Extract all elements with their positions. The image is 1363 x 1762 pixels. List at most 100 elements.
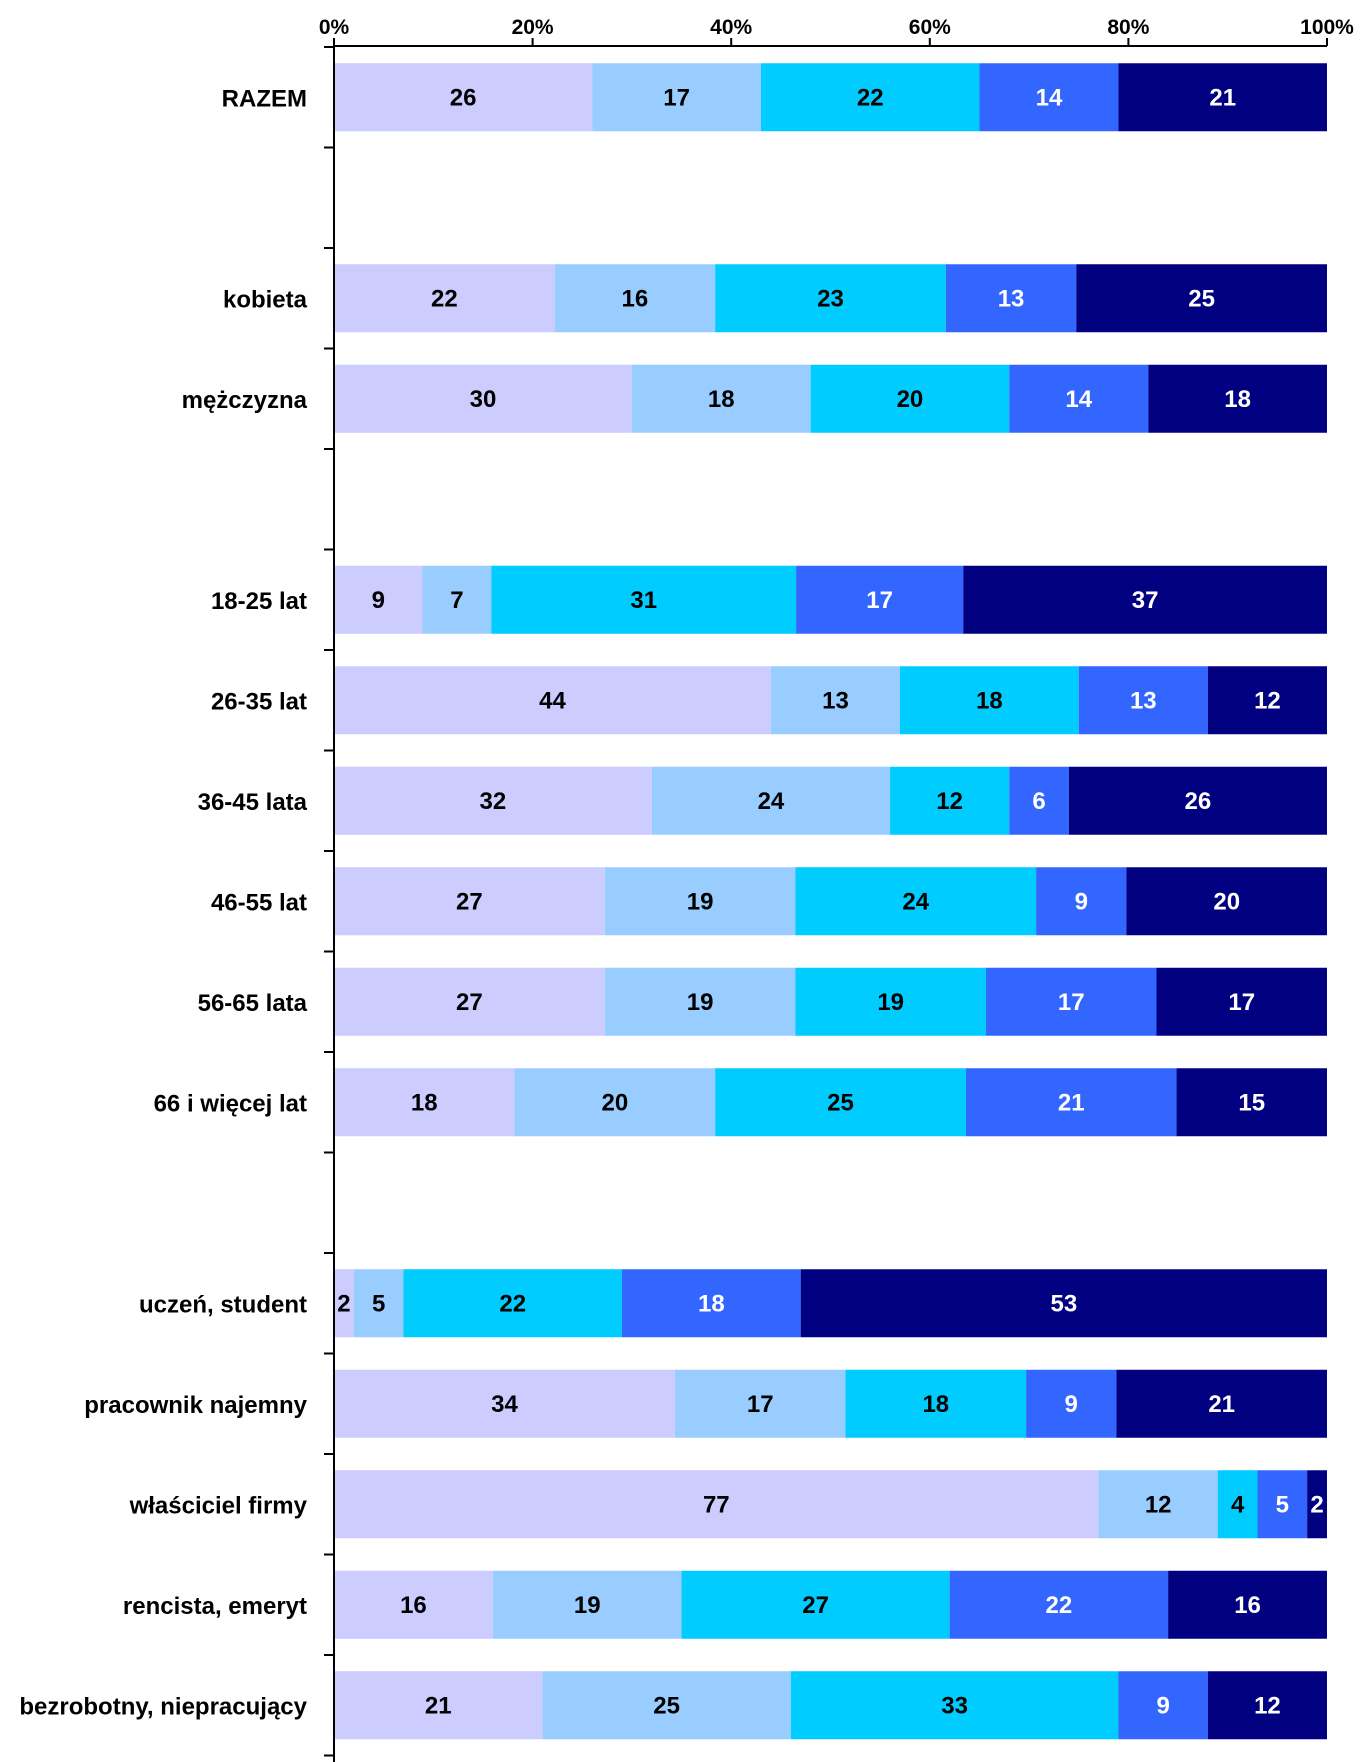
bar-segment [1126, 867, 1327, 936]
bar-segment [890, 766, 1010, 835]
bar-segment [334, 1570, 493, 1639]
bar-row: 27 19 24 9 20 [334, 867, 1327, 936]
category-label: 18-25 lat [211, 588, 307, 615]
data-label: 15 [1238, 1089, 1265, 1116]
bar-segment [334, 967, 605, 1036]
data-label: 25 [653, 1692, 680, 1719]
category-label: 26-35 lat [211, 688, 307, 715]
data-label: 20 [601, 1089, 628, 1116]
bar-row: 27 19 19 17 17 [334, 967, 1327, 1036]
x-tick-label: 60% [909, 16, 951, 39]
data-label: 2 [1310, 1491, 1323, 1518]
data-label: 5 [1276, 1491, 1289, 1518]
bar-segment [949, 1570, 1169, 1639]
data-label: 19 [877, 989, 904, 1016]
data-label: 7 [450, 587, 463, 614]
data-label: 44 [539, 687, 566, 714]
bar-segment [353, 1269, 404, 1338]
bar-segment [554, 264, 716, 333]
bar-segment [334, 565, 423, 634]
data-label: 9 [1065, 1391, 1078, 1418]
data-label: 18 [922, 1391, 949, 1418]
bar-segment [334, 766, 652, 835]
bar-segment [795, 867, 1037, 936]
data-label: 27 [456, 888, 483, 915]
x-tick-label: 0% [319, 16, 350, 39]
category-label: uczeń, student [139, 1291, 307, 1318]
data-label: 12 [1254, 1692, 1281, 1719]
data-label: 16 [622, 285, 649, 312]
category-label: mężczyzna [182, 387, 308, 414]
data-label: 16 [400, 1592, 427, 1619]
category-axis: RAZEM kobieta mężczyzna 18-25 lat 26-35 lat 3… [19, 46, 335, 1762]
data-label: 27 [802, 1592, 829, 1619]
category-label: 56-65 lata [198, 990, 308, 1017]
bar-segment [985, 967, 1157, 1036]
data-label: 18 [708, 386, 735, 413]
data-label: 23 [817, 285, 844, 312]
data-label: 53 [1051, 1290, 1078, 1317]
bar-segment [334, 1470, 1099, 1539]
bar-segment [334, 63, 593, 132]
category-label: pracownik najemny [84, 1392, 307, 1419]
bar-segment [1207, 666, 1327, 735]
data-label: 14 [1065, 386, 1092, 413]
category-label: 46-55 lat [211, 889, 307, 916]
data-label: 22 [431, 285, 458, 312]
data-label: 31 [630, 587, 657, 614]
data-label: 24 [902, 888, 929, 915]
bar-segment [945, 264, 1077, 333]
bar-segment [681, 1570, 950, 1639]
bar-segment [1036, 867, 1127, 936]
data-label: 14 [1036, 84, 1063, 111]
data-label: 9 [372, 587, 385, 614]
data-label: 20 [897, 386, 924, 413]
bar-segment [800, 1269, 1327, 1338]
category-label: bezrobotny, niepracujący [19, 1693, 307, 1720]
bar-segment [631, 364, 811, 433]
bar-segment [1009, 364, 1149, 433]
data-label: 25 [1188, 285, 1215, 312]
bar-segment [675, 1369, 846, 1438]
data-label: 20 [1213, 888, 1240, 915]
data-label: 5 [372, 1290, 385, 1317]
bar-segment [1076, 264, 1327, 333]
data-label: 21 [1209, 84, 1236, 111]
data-label: 21 [1058, 1089, 1085, 1116]
bar-segment [542, 1671, 791, 1740]
data-label: 9 [1075, 888, 1088, 915]
category-label: 36-45 lata [198, 789, 308, 816]
category-label: kobieta [223, 286, 308, 313]
bar-row: 77 12 4 5 2 [334, 1470, 1327, 1539]
data-label: 17 [866, 587, 893, 614]
bar-segment [1078, 666, 1208, 735]
bar-segment [334, 364, 632, 433]
data-label: 12 [1145, 1491, 1172, 1518]
bar-segment [422, 565, 492, 634]
data-label: 19 [687, 888, 714, 915]
bar-segment [651, 766, 891, 835]
data-label: 22 [857, 84, 884, 111]
bar-row: 22 16 23 13 25 [334, 264, 1327, 333]
bar-segment [1176, 1068, 1327, 1137]
data-label: 30 [470, 386, 497, 413]
bar-row: 32 24 12 6 26 [334, 766, 1327, 835]
bar-segment [1168, 1570, 1327, 1639]
bar-segment [1156, 967, 1327, 1036]
data-label: 19 [574, 1592, 601, 1619]
bar-segment [1009, 766, 1069, 835]
bar-row: 2 5 22 18 53 [334, 1269, 1327, 1338]
bar-row: 34 17 18 9 21 [334, 1369, 1327, 1438]
data-label: 26 [1185, 788, 1212, 815]
data-label: 12 [936, 788, 963, 815]
data-label: 34 [491, 1391, 518, 1418]
bar-segment [334, 1369, 676, 1438]
data-label: 17 [663, 84, 690, 111]
x-tick-label: 80% [1107, 16, 1149, 39]
bar-segment [1098, 1470, 1218, 1539]
bar-row: 9 7 31 17 37 [334, 565, 1327, 634]
bar-segment [1118, 1671, 1208, 1740]
category-label: RAZEM [222, 85, 307, 112]
bar-segment [1207, 1671, 1327, 1740]
